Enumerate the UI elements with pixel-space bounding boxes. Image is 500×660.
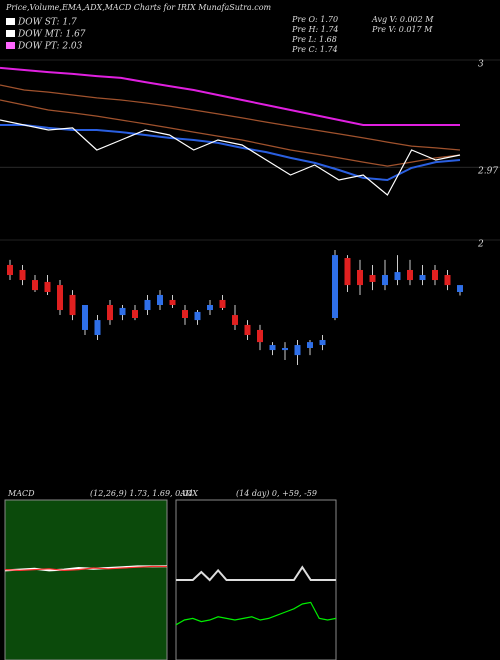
legend-label: DOW ST: 1.7 <box>17 18 77 28</box>
candle-body <box>419 275 426 281</box>
legend-label: DOW PT: 2.03 <box>17 42 83 52</box>
candle-body <box>44 281 51 292</box>
candle-body <box>94 320 101 335</box>
y-tick-label: 3 <box>478 60 484 70</box>
series-line <box>0 84 461 151</box>
info: Avg V: 0.002 M <box>371 15 434 24</box>
chart-title: Price,Volume,EMA,ADX,MACD Charts for IRI… <box>5 3 272 12</box>
legend-swatch <box>6 42 15 49</box>
legend-swatch <box>6 30 15 37</box>
candle-body <box>244 324 251 335</box>
legend-swatch <box>6 18 15 25</box>
candle-body <box>369 275 376 282</box>
candle-body <box>82 305 88 330</box>
y-tick-label: 2 <box>477 240 484 250</box>
candle-body <box>444 275 451 286</box>
info: Pre H: 1.74 <box>291 25 339 34</box>
candle-body <box>169 299 176 305</box>
candle-body <box>219 299 226 308</box>
candle-body <box>319 340 326 346</box>
candle-body <box>69 294 76 316</box>
candle-body <box>207 305 213 311</box>
candle-body <box>119 307 126 316</box>
candle-body <box>257 329 263 343</box>
info: Pre L: 1.68 <box>291 35 337 44</box>
candle-body <box>457 285 463 292</box>
candle-body <box>269 345 276 351</box>
legend-label: DOW MT: 1.67 <box>17 30 86 40</box>
panel-title: ADX <box>179 489 198 498</box>
series-line <box>0 99 461 167</box>
candle-body <box>57 285 63 311</box>
candle-body <box>344 258 351 286</box>
panel <box>4 499 168 660</box>
panel-subtitle: (12,26,9) 1.73, 1.69, 0.04 <box>90 489 193 498</box>
panel-subtitle: (14 day) 0, +59, -59 <box>236 489 317 498</box>
candle-body <box>357 269 363 286</box>
series-line <box>176 565 336 582</box>
candle-body <box>157 294 163 305</box>
candle-body <box>382 275 388 286</box>
series-line <box>0 119 461 196</box>
info: Pre V: 0.017 M <box>371 25 433 34</box>
candle-body <box>182 310 188 318</box>
candle-body <box>307 342 313 348</box>
series-line <box>0 66 460 126</box>
candle-body <box>19 269 26 281</box>
candle-body <box>282 347 288 351</box>
candle-body <box>332 255 338 318</box>
y-tick-label: 2.97 <box>477 167 498 177</box>
candle-body <box>394 272 401 281</box>
series-line <box>0 124 461 182</box>
candle-body <box>132 310 138 318</box>
series-line <box>4 565 167 572</box>
candle-body <box>294 345 301 356</box>
candle-body <box>194 311 201 321</box>
panel-title: MACD <box>7 489 35 498</box>
candle-body <box>232 315 238 325</box>
info: Pre O: 1.70 <box>291 15 338 24</box>
candle-body <box>407 269 413 281</box>
candle-body <box>107 305 113 321</box>
series-line <box>175 601 337 626</box>
info: Pre C: 1.74 <box>291 45 338 54</box>
candle-body <box>7 264 13 276</box>
candle-body <box>32 280 38 291</box>
candle-body <box>432 269 438 281</box>
candle-body <box>144 299 151 311</box>
